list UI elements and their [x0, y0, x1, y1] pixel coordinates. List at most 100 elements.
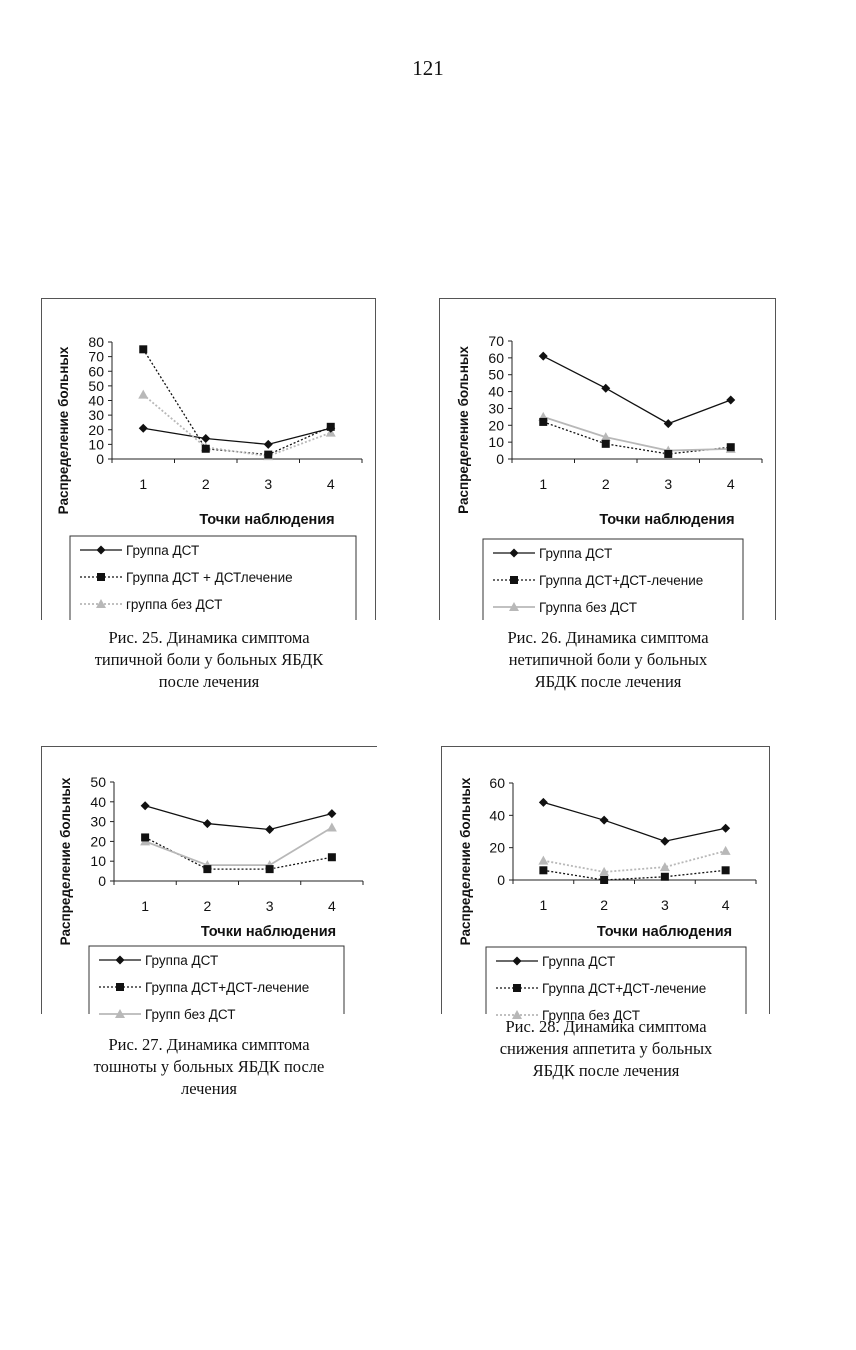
chart-frame — [439, 298, 776, 620]
page-number: 121 — [412, 56, 444, 80]
data-point — [600, 432, 611, 442]
legend-marker — [116, 983, 124, 991]
figure-26: 0 10 20 30 40 50 60 70 1 2 3 4 Точки наблюдения Распр… — [439, 298, 777, 698]
series-line-2 — [543, 869, 726, 881]
caption-line-2: нетипичной боли у больных — [508, 650, 708, 669]
data-point — [326, 822, 337, 832]
data-point — [601, 383, 611, 393]
series-line-1 — [543, 801, 726, 842]
data-point — [265, 825, 275, 835]
legend-box — [482, 538, 744, 620]
x-axis-label: Точки наблюдения — [599, 512, 734, 528]
data-point — [327, 809, 337, 819]
caption-line-3: лечения — [180, 1079, 238, 1098]
x-tick-label: 2 — [202, 476, 210, 492]
data-point — [726, 395, 736, 405]
legend-entry: Группа ДСТ+ДСТ-лечение — [145, 980, 309, 995]
x-tick-label: 2 — [600, 897, 608, 913]
chart-27: 0 10 20 30 40 50 1 2 3 4 Точки наблюдения Распредел… — [58, 774, 364, 1022]
y-axis-label: Распределение больных — [56, 346, 71, 514]
x-axis-label: Точки наблюдения — [597, 924, 732, 940]
data-point — [721, 866, 730, 875]
x-axis-label: Точки наблюдения — [201, 924, 336, 940]
x-tick-label: 1 — [539, 476, 547, 492]
data-point — [601, 439, 610, 448]
data-point — [600, 876, 609, 884]
caption-line-2: типичной боли у больных ЯБДК — [94, 650, 324, 669]
y-tick-label: 10 — [90, 853, 106, 869]
y-tick-label: 70 — [488, 333, 504, 349]
legend-marker — [96, 545, 106, 555]
caption-line-2: снижения аппетита у больных — [499, 1039, 713, 1058]
x-tick-label: 1 — [141, 898, 149, 914]
data-point — [141, 833, 150, 842]
caption-line-1: Рис. 27. Динамика симптома — [108, 1035, 310, 1054]
y-tick-label: 40 — [88, 393, 104, 409]
y-tick-label: 40 — [489, 807, 505, 823]
caption-line-2: тошноты у больных ЯБДК после — [93, 1057, 325, 1076]
series-line-3 — [142, 393, 332, 457]
figure-caption: Рис. 28. Динамика симптома снижения аппе… — [441, 1016, 771, 1082]
caption-line-3: ЯБДК после лечения — [534, 672, 682, 691]
chart-28: 0 20 40 60 1 2 3 4 Точки наблюдения Распределение… — [458, 775, 757, 1023]
series-line-2 — [142, 348, 332, 456]
legend-marker — [115, 955, 125, 965]
data-point — [138, 423, 148, 433]
y-tick-label: 30 — [90, 814, 106, 830]
caption-line-1: Рис. 25. Динамика симптома — [108, 628, 310, 647]
series-line-3 — [144, 826, 333, 867]
data-point — [721, 823, 731, 833]
y-tick-label: 80 — [88, 334, 104, 350]
y-tick-label: 60 — [489, 775, 505, 791]
figure-27: 0 10 20 30 40 50 1 2 3 4 Точки наблюдения Распредел… — [41, 746, 377, 1106]
data-point — [263, 439, 273, 449]
caption-line-1: Рис. 26. Динамика симптома — [507, 628, 709, 647]
legend-entry: Группа ДСТ — [145, 953, 218, 968]
data-point — [539, 866, 548, 875]
x-axis-label: Точки наблюдения — [199, 512, 334, 528]
data-point — [201, 444, 210, 453]
figure-28: 0 20 40 60 1 2 3 4 Точки наблюдения Распределение… — [441, 746, 771, 1086]
y-tick-label: 10 — [488, 434, 504, 450]
data-point — [660, 836, 670, 846]
x-tick-label: 1 — [539, 897, 547, 913]
series-line-3 — [542, 416, 731, 452]
y-tick-label: 50 — [90, 774, 106, 790]
caption-line-3: после лечения — [158, 672, 260, 691]
legend-entry: группа без ДСТ — [126, 597, 222, 612]
legend-marker — [513, 984, 521, 992]
x-tick-label: 1 — [139, 476, 147, 492]
y-tick-label: 60 — [88, 363, 104, 379]
series-line-1 — [143, 427, 331, 446]
data-point — [726, 443, 735, 452]
x-tick-label: 2 — [602, 476, 610, 492]
figure-25: 0 10 20 30 40 50 60 70 80 1 2 3 4 Точки наблюдения Рас… — [41, 298, 377, 698]
y-tick-label: 40 — [90, 794, 106, 810]
chart-frame — [441, 746, 770, 1014]
series-line-1 — [542, 355, 731, 425]
y-tick-label: 20 — [88, 422, 104, 438]
legend-entry: Группа ДСТ+ДСТ-лечение — [542, 981, 706, 996]
y-axis-label: Распределение больных — [456, 346, 471, 514]
y-tick-label: 50 — [88, 378, 104, 394]
legend-entry: Группа ДСТ — [539, 546, 612, 561]
legend-box — [69, 535, 357, 620]
caption-line-1: Рис. 28. Динамика симптома — [505, 1017, 707, 1036]
y-tick-label: 50 — [488, 367, 504, 383]
legend-entry: Групп без ДСТ — [145, 1007, 235, 1022]
y-tick-label: 30 — [88, 407, 104, 423]
x-tick-label: 4 — [327, 476, 335, 492]
data-point — [138, 389, 149, 399]
y-axis-label: Распределение больных — [58, 777, 73, 945]
data-point — [265, 865, 274, 874]
legend-marker — [512, 1010, 522, 1019]
legend-marker — [509, 548, 519, 558]
y-tick-label: 0 — [96, 451, 104, 467]
data-point — [659, 862, 670, 872]
series-line-2 — [144, 836, 332, 870]
data-point — [663, 419, 673, 429]
y-tick-label: 10 — [88, 436, 104, 452]
legend-marker — [510, 576, 518, 584]
